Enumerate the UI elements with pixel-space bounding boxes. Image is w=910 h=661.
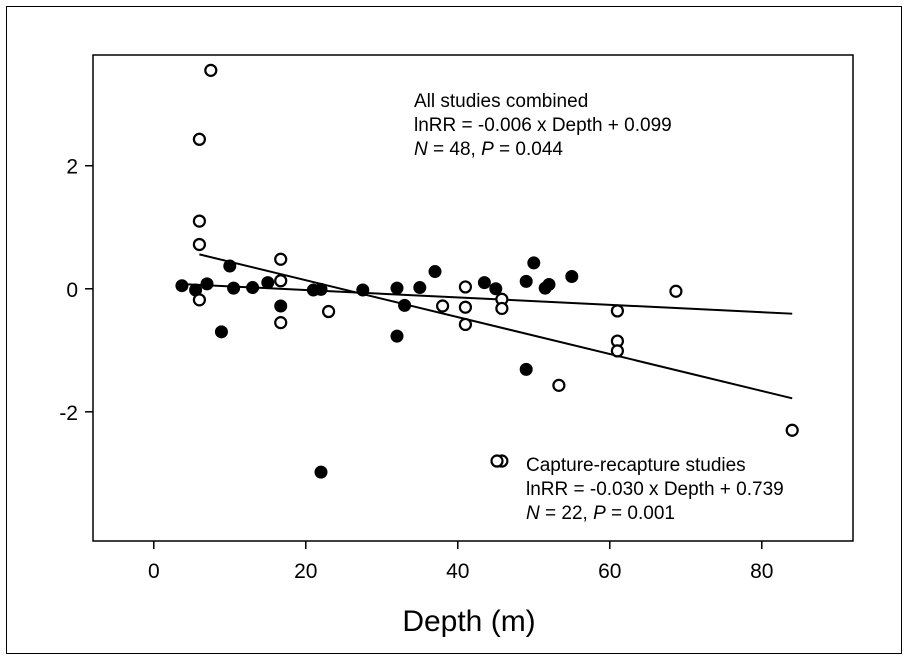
filled-point (261, 276, 275, 290)
filled-point (390, 281, 404, 295)
y-tick-label: 2 (66, 156, 78, 179)
x-tick-label: 40 (446, 560, 469, 583)
annotation-line: lnRR = -0.006 x Depth + 0.099 (414, 115, 672, 136)
filled-point (489, 282, 503, 296)
filled-point (356, 283, 370, 297)
open-point (610, 344, 625, 358)
plot-area-border (92, 54, 854, 542)
open-point (192, 237, 206, 252)
open-point (322, 304, 336, 319)
legend-open-circle-marker (490, 454, 504, 468)
filled-point (413, 281, 427, 295)
open-point (204, 63, 218, 77)
annotation-text: lnRR = -0.006 x Depth + 0.099 (414, 115, 672, 136)
x-tick-label: 20 (294, 560, 317, 583)
filled-point (227, 281, 241, 295)
open-point (274, 316, 288, 330)
annotation-line: N = 48, P = 0.044 (414, 139, 563, 160)
figure-frame (6, 6, 902, 654)
data-points (175, 63, 799, 479)
filled-point (214, 325, 228, 339)
open-point (192, 132, 206, 146)
x-tick-label: 60 (598, 560, 621, 583)
filled-point (519, 362, 533, 376)
open-point (192, 293, 206, 307)
filled-point (314, 282, 328, 296)
filled-point (274, 299, 288, 313)
regression-line (199, 253, 793, 400)
open-point (458, 280, 472, 294)
annotation-line: Capture-recapture studies (526, 455, 746, 476)
filled-point (398, 298, 412, 312)
annotations: All studies combined lnRR = -0.006 x Dept… (414, 91, 784, 524)
annotation-text: = 22, (540, 503, 593, 524)
annotation-text: N (526, 503, 540, 524)
filled-point (527, 256, 541, 270)
open-point (458, 317, 472, 332)
annotation-text: Capture-recapture studies (526, 455, 746, 476)
open-point (610, 304, 625, 318)
open-point (785, 423, 799, 437)
filled-point (314, 465, 328, 479)
filled-point (200, 277, 214, 291)
filled-point (246, 281, 260, 295)
open-point (669, 284, 683, 298)
open-point (192, 214, 206, 228)
x-axis-ticks: 0 20 40 60 80 (148, 541, 773, 583)
filled-point (477, 276, 491, 290)
regression-lines (180, 253, 793, 400)
filled-point (390, 329, 404, 343)
annotation-text: = 0.001 (606, 503, 675, 524)
annotation-text: = 48, (428, 139, 481, 160)
y-tick-label: 0 (66, 279, 78, 302)
x-tick-label: 0 (148, 560, 160, 583)
open-point (552, 378, 566, 392)
y-tick-label: -2 (59, 402, 78, 425)
filled-point (223, 259, 237, 273)
open-point (274, 252, 288, 266)
annotation-text: P (593, 503, 606, 524)
filled-point (175, 279, 189, 293)
annotation-line: N = 22, P = 0.001 (526, 503, 675, 524)
annotation-line: lnRR = -0.030 x Depth + 0.739 (526, 479, 784, 500)
annotation-text: lnRR = -0.030 x Depth + 0.739 (526, 479, 784, 500)
x-tick-label: 80 (750, 560, 773, 583)
annotation-line: All studies combined (414, 91, 588, 112)
annotation-text: P (481, 139, 494, 160)
annotation-text: N (414, 139, 428, 160)
open-point (274, 274, 288, 288)
filled-point (565, 269, 579, 283)
filled-point (542, 277, 556, 291)
annotation-text: All studies combined (414, 91, 588, 112)
filled-point (519, 274, 533, 288)
open-point (458, 300, 472, 314)
regression-line (180, 282, 793, 315)
open-point (495, 301, 509, 316)
open-point (436, 299, 450, 313)
x-axis-title: Depth (m) (402, 605, 535, 638)
y-axis-ticks: -2 0 2 (59, 156, 93, 425)
filled-point (428, 265, 442, 279)
annotation-text: = 0.044 (494, 139, 564, 160)
